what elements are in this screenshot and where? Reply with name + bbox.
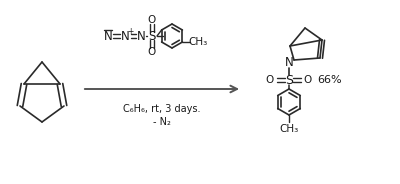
Text: O: O xyxy=(304,75,312,85)
Text: N: N xyxy=(137,29,145,43)
Text: 66%: 66% xyxy=(317,75,342,85)
Text: N: N xyxy=(121,29,129,43)
Text: CH₃: CH₃ xyxy=(189,37,208,47)
Text: O: O xyxy=(266,75,274,85)
Text: S: S xyxy=(148,29,156,43)
Text: S: S xyxy=(285,73,293,86)
Text: O: O xyxy=(148,15,156,25)
Text: CH₃: CH₃ xyxy=(279,124,299,134)
Text: N: N xyxy=(104,29,112,43)
Text: C₆H₆, rt, 3 days.: C₆H₆, rt, 3 days. xyxy=(123,104,201,114)
Text: N: N xyxy=(285,56,293,70)
Text: - N₂: - N₂ xyxy=(153,117,171,127)
Text: +: + xyxy=(127,26,133,36)
Text: O: O xyxy=(148,47,156,57)
